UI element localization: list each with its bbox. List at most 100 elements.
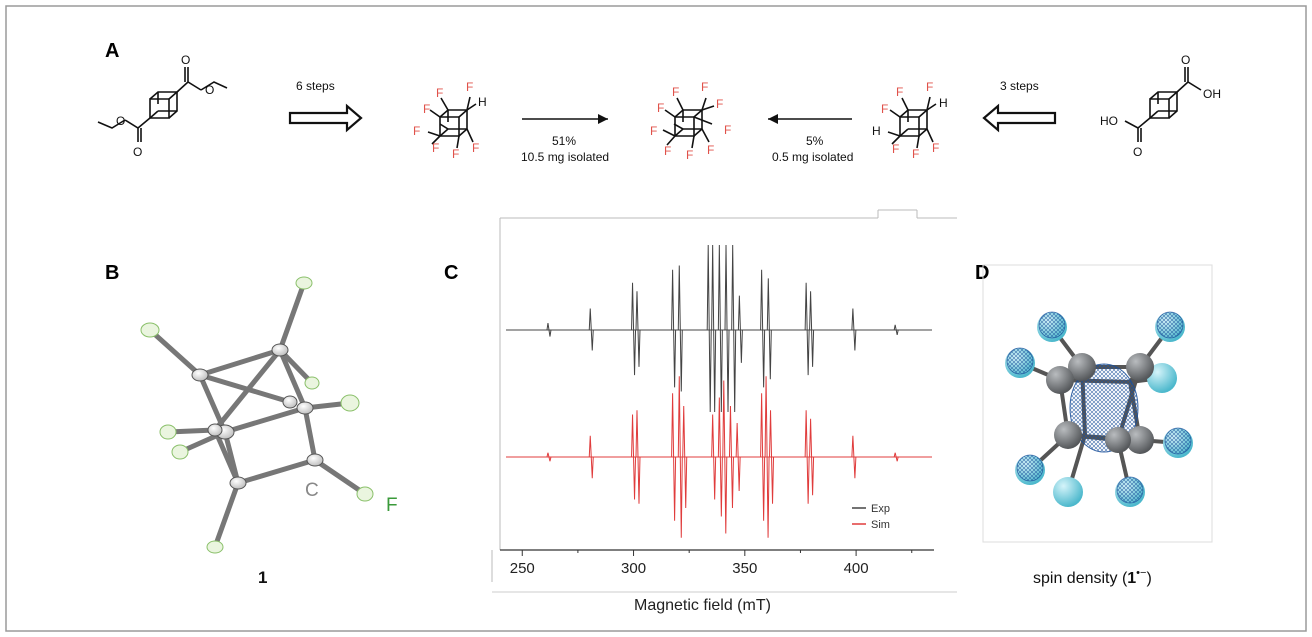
exp-peak [851,308,857,351]
exp-peak [760,269,766,388]
hollow-arrow-right [288,103,363,133]
x-tick-label: 300 [621,560,646,577]
f-label: F [423,102,430,116]
sim-peak [717,397,723,517]
atom-o-6: O [1181,53,1190,67]
legend-exp: Exp [871,503,890,515]
epr-chart: 250 300 350 400 Exp Sim [491,209,957,593]
f-label: F [892,142,899,156]
exp-peak [546,323,552,337]
exp-peak [711,244,717,413]
panel-label-b: B [105,262,119,284]
f-label: F [432,141,439,155]
f-label: F [650,124,657,138]
figure-border [5,5,1307,632]
panel-label-d: D [975,262,989,284]
atom-o-4: O [205,83,214,97]
x-tick-label: 250 [510,560,535,577]
exp-peak [717,244,723,413]
exp-peak [731,244,737,413]
h-label: H [872,124,881,138]
sim-peak [764,376,770,538]
f-label: F [657,101,664,115]
atom-o-5: O [1133,145,1142,159]
f-label: F [672,85,679,99]
atom-ho: HO [1100,114,1118,128]
x-axis-label: Magnetic field (mT) [634,597,771,614]
sim-peak [682,405,688,509]
exp-peak [809,291,815,367]
left-steps-label: 6 steps [296,79,335,93]
exp-peak [635,291,641,367]
f-label: F [896,85,903,99]
sim-peak [769,410,775,504]
sim-peak [711,414,717,500]
atom-oh: OH [1203,87,1221,101]
exp-peak [804,282,810,376]
f-label: F [932,141,939,155]
f-label: F [472,141,479,155]
sim-peak [804,410,810,504]
x-tick-label: 400 [844,560,869,577]
spin-density-model [1005,311,1193,507]
exp-peak [677,265,683,392]
exp-peak [588,308,594,351]
f-label: F [413,124,420,138]
sim-peak [722,380,728,534]
exp-peak [724,244,730,413]
spin-density-frame [982,264,1213,543]
sim-peak [760,393,766,521]
legend-sim: Sim [871,519,890,531]
f-label: F [436,86,443,100]
sim-peak [635,410,641,504]
f-label: F [686,148,693,162]
forward-yield: 51% [552,134,576,148]
exp-peak [706,244,712,413]
right-steps-label: 3 steps [1000,79,1039,93]
diacid-structure [1124,67,1202,142]
sim-peak [546,452,552,462]
f-label: F [452,147,459,161]
forward-mass: 10.5 mg isolated [521,150,609,164]
exp-peak [671,269,677,388]
exp-peak [893,324,899,336]
f-label: F [881,102,888,116]
compound-number: 1 [258,568,267,587]
sim-peak [728,405,734,509]
octafluorocubane-structure [662,97,715,149]
crystal-structure [140,276,374,554]
h-label: H [478,95,487,109]
f-label: F [926,80,933,94]
f-label: F [701,80,708,94]
f-label: F [664,144,671,158]
hexafluorocubane-structure [887,96,937,149]
sim-peak [809,418,815,496]
heptafluorocubane-left-structure [427,96,477,149]
reverse-mass: 0.5 mg isolated [772,150,853,164]
atom-o-3: O [181,53,190,67]
f-label: F [912,147,919,161]
crystal-label-f: F [386,495,398,516]
x-tick-label: 350 [732,560,757,577]
sim-peak [735,422,741,492]
chart-legend: Exp Sim [852,503,890,531]
f-label: F [724,123,731,137]
f-label: F [716,97,723,111]
panel-label-c: C [444,262,458,284]
panel-label-a: A [105,40,119,62]
sim-peak [677,376,683,538]
exp-peak [766,278,772,380]
sim-peak [588,435,594,479]
atom-o-1: O [133,145,142,159]
f-label: F [466,80,473,94]
hollow-arrow-left [982,103,1057,133]
dimethyl-ester-structure [97,67,228,142]
f-label: F [707,143,714,157]
sim-peak [851,435,857,479]
spin-density-caption: spin density (1•−) [1033,567,1152,587]
h-label: H [939,96,948,110]
sim-peak [631,414,637,500]
crystal-label-c: C [305,480,319,501]
exp-peak [631,282,637,376]
